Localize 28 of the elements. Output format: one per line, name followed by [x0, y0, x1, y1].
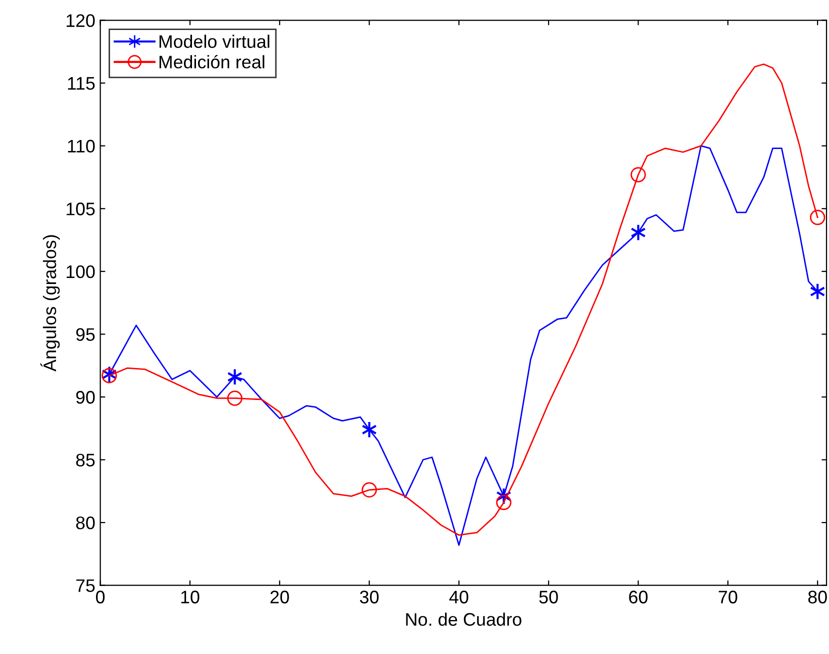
- x-tick-label: 20: [270, 590, 289, 604]
- point: [630, 167, 646, 182]
- point: [227, 390, 242, 406]
- y-tick-label: 100: [66, 265, 95, 278]
- x-tick-label: 70: [718, 590, 738, 604]
- y-axis-title: Ángulos (grados): [40, 235, 60, 372]
- x-tick-label: 50: [539, 590, 558, 604]
- y-tick-label: 85: [76, 454, 95, 466]
- y-tick-label: 90: [76, 390, 95, 404]
- point: [810, 210, 826, 226]
- x-tick-label: 10: [181, 590, 200, 604]
- legend-label: Medición real: [160, 54, 264, 68]
- point: [362, 482, 377, 498]
- point: [496, 494, 512, 510]
- x-tick-label: 80: [808, 590, 827, 604]
- x-tick-label: 40: [449, 590, 468, 604]
- y-tick-label: 75: [76, 579, 95, 592]
- x-axis-title: No. de Cuadro: [406, 612, 522, 626]
- y-tick-label: 105: [66, 202, 95, 216]
- y-tick-label: 115: [68, 77, 95, 90]
- x-tick-label: 60: [629, 590, 648, 604]
- y-tick-label: 95: [76, 328, 95, 341]
- x-tick-label: 30: [360, 590, 379, 604]
- y-tick-label: 80: [76, 516, 95, 530]
- y-tick-label: 110: [68, 140, 95, 153]
- x-tick-label: 0: [96, 590, 105, 604]
- legend-label: Modelo virtual: [160, 34, 270, 48]
- y-tick-label: 120: [66, 14, 95, 27]
